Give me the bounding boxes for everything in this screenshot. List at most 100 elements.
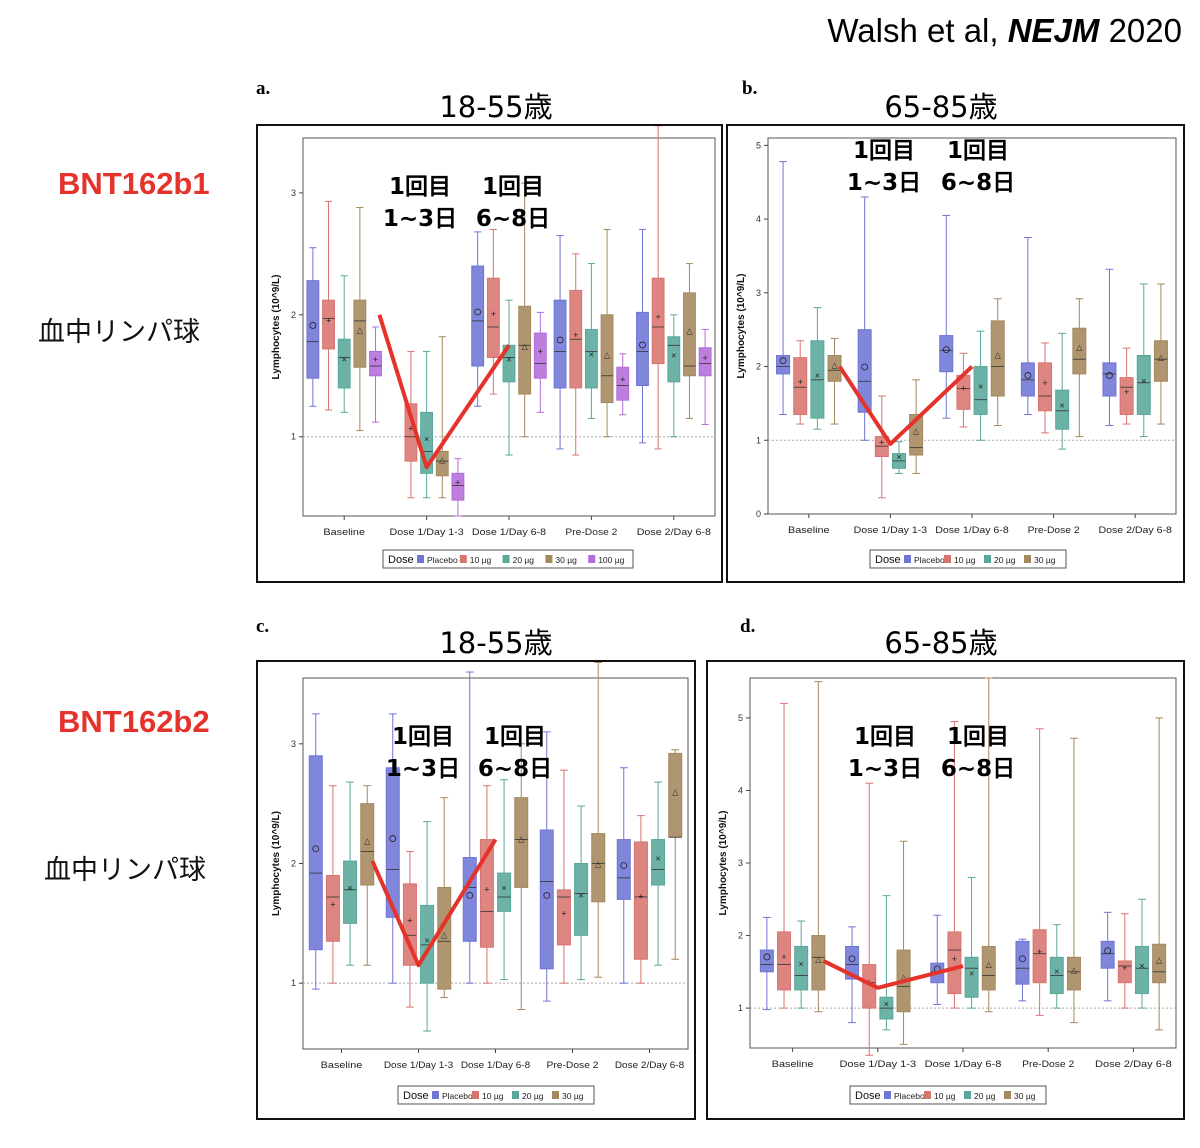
mean-marker: △ [815,955,822,964]
mean-marker: × [884,999,889,1009]
box-body [462,857,477,942]
box-body [1072,327,1087,375]
box-body [385,767,400,918]
mean-marker: × [424,935,429,945]
box-body [1015,940,1030,985]
box-body [845,945,860,980]
box-body [369,350,382,377]
box-d-1-0: + [777,702,792,1009]
y-tick-label-a: 1 [291,432,296,442]
legend-swatch-a-0 [417,555,424,563]
y-tick-label-c: 3 [291,739,296,749]
box-body [651,839,666,886]
box-body [591,833,606,903]
y-tick-label-b: 5 [756,140,761,150]
legend-label-b-3: 30 µg [1034,555,1056,565]
mean-marker [1019,955,1026,963]
box-b-2-2: × [973,330,988,441]
box-body [759,949,774,973]
mean-marker: + [455,478,460,488]
trend-line-b [838,365,974,446]
mean-marker: × [1141,376,1146,386]
box-a-2-4: × [667,314,681,438]
panel-letter-d: d. [740,616,756,637]
mean-marker: × [342,355,347,365]
box-c-0-3 [539,731,554,1002]
box-body [667,336,681,383]
box-body [651,277,665,365]
mean-marker: × [978,382,983,392]
y-tick-label-d: 3 [738,858,743,868]
box-b-3-2: △ [990,298,1005,427]
chart-c-svg: 1 2 3 Lymphocytes (10^9/L) Baseline Dose 1/Da… [271,661,689,1105]
box-c-1-3: + [556,769,571,984]
panel-letter-c: c. [256,616,270,637]
box-body [1100,940,1115,969]
box-c-1-1: + [402,851,417,1008]
mean-marker: + [1042,378,1047,388]
trend-line-c [370,838,498,968]
box-body [1102,362,1117,397]
box-b-3-0: △ [827,338,842,425]
mean-marker: + [538,347,543,357]
box-body [981,945,996,991]
mean-marker: + [1124,387,1129,397]
legend-label-a-2: 20 µg [513,555,535,565]
box-c-3-2: △ [514,743,529,1011]
box-d-0-0 [759,916,774,1011]
legend-title-b: Dose [875,554,901,566]
chart-panel-b: 0 1 2 3 4 5 Lymphocytes (10^9/L) Baseline Dose 1… [726,124,1185,583]
mean-marker: + [961,383,966,393]
box-body [402,883,417,966]
box-a-4-4: + [698,328,712,426]
mean-marker: × [1139,961,1144,971]
box-body [325,874,340,942]
panel-letter-a: a. [256,78,271,99]
x-tick-label-c: Dose 2/Day 6-8 [615,1060,684,1070]
mean-marker: × [347,883,352,893]
mean-marker [620,862,628,869]
row-sublabel-b2: 血中リンパ球 [44,855,206,886]
y-tick-label-a: 3 [291,188,296,198]
box-d-1-2: + [947,721,962,1009]
row-sublabel-b1: 血中リンパ球 [38,317,200,348]
legend-swatch-d-3 [1004,1091,1011,1099]
box-b-2-0: × [810,307,825,430]
box-d-3-3: △ [1066,737,1081,1024]
x-tick-label-a: Dose 1/Day 1-3 [390,527,464,537]
box-body [353,299,367,368]
box-d-3-2: △ [981,677,996,1013]
legend-swatch-b-0 [904,555,911,563]
mean-marker: △ [595,860,602,869]
row-label-b2: BNT162b2 [58,704,210,739]
mean-marker: × [501,883,506,893]
box-body [518,305,532,395]
box-body [1153,340,1168,382]
y-axis-label-a: Lymphocytes (10^9/L) [271,275,282,380]
x-tick-label-b: Baseline [788,525,830,535]
box-a-1-0: + [322,200,335,411]
box-body [1066,956,1081,991]
x-tick-label-a: Dose 2/Day 6-8 [637,527,711,537]
mean-marker: △ [357,326,364,335]
y-tick-label-b: 4 [756,214,761,224]
annotation-line2-b-0: 1~3日 [847,170,921,196]
box-a-0-4 [636,228,649,444]
box-body [360,803,375,886]
box-c-1-4: + [633,815,648,984]
mean-marker: △ [1076,343,1083,352]
box-b-0-1 [857,196,872,441]
box-c-2-2: × [497,779,512,981]
mean-marker [763,953,771,961]
box-body [1055,389,1070,430]
legend-swatch-c-3 [552,1091,559,1099]
legend-label-c-3: 30 µg [562,1091,584,1101]
box-body [533,332,547,379]
box-c-0-4 [616,767,631,984]
box-d-0-4 [1100,911,1115,1002]
box-body [497,872,512,912]
box-a-3-3: △ [600,228,614,438]
legend-swatch-a-2 [502,555,510,563]
box-body [343,860,358,924]
annotation-line2-c-0: 1~3日 [386,756,460,782]
